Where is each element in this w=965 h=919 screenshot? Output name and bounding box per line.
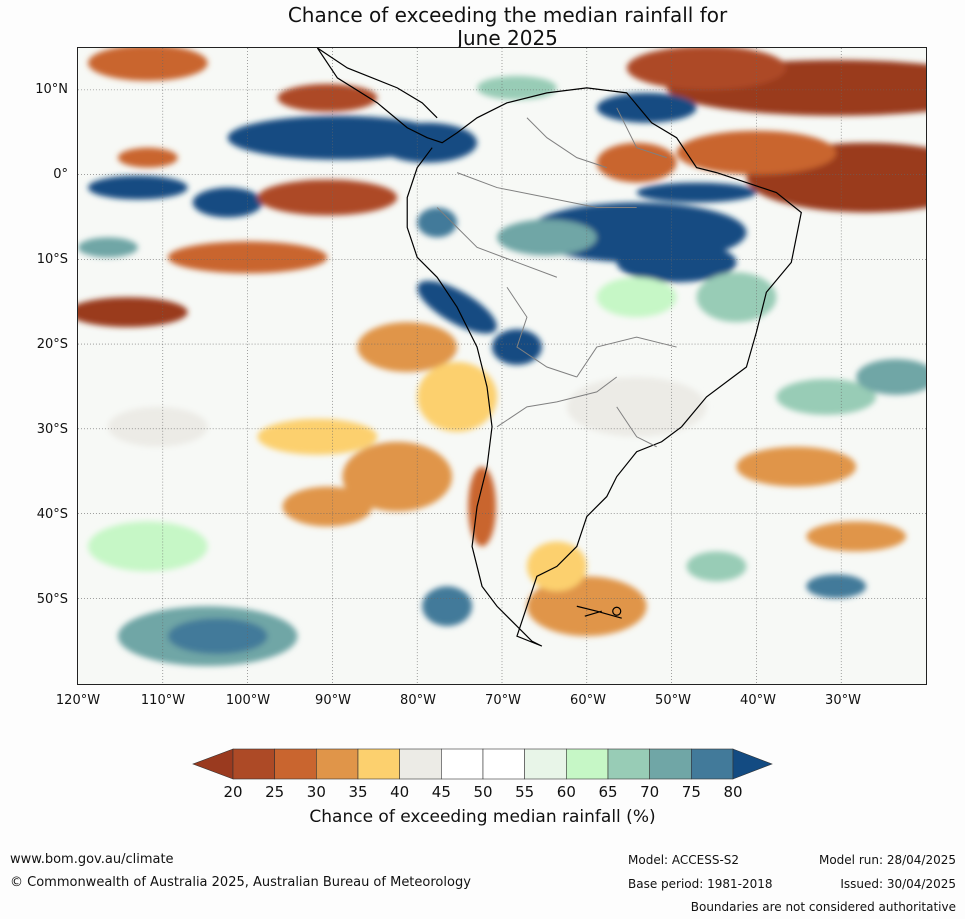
colorbar-segment (274, 748, 317, 780)
lat-label-0: 0° (53, 167, 68, 182)
colorbar-segment (649, 748, 692, 780)
lon-label-110w: 110°W (140, 693, 186, 708)
colorbar-tick-label: 80 (723, 783, 743, 801)
colorbar-tick-label: 35 (348, 783, 368, 801)
model-run-text: Model run: 28/04/2025 (818, 853, 956, 867)
lon-label-70w: 70°W (485, 693, 521, 708)
colorbar-tick-label: 55 (515, 783, 535, 801)
model-text: Model: ACCESS-S2 (628, 853, 740, 867)
colorbar-tick-label: 45 (431, 783, 451, 801)
country-borders (436, 107, 677, 448)
base-period-text: Base period: 1981-2018 (628, 877, 773, 891)
coastlines (316, 48, 802, 647)
lon-label-30w: 30°W (825, 693, 861, 708)
colorbar-segment (482, 748, 525, 780)
colorbar-tick-label: 50 (473, 783, 493, 801)
copyright-text: © Commonwealth of Australia 2025, Austra… (10, 875, 471, 890)
title-line-1: Chance of exceeding the median rainfall … (287, 3, 728, 27)
colorbar-segment (316, 748, 359, 780)
colorbar-segment (357, 748, 400, 780)
colorbar-tick-label: 40 (390, 783, 410, 801)
colorbar-extend-high (732, 748, 773, 780)
lon-label-90w: 90°W (315, 693, 351, 708)
issued-text: Issued: 30/04/2025 (840, 877, 956, 891)
colorbar-segment (232, 748, 275, 780)
lon-label-120w: 120°W (55, 693, 101, 708)
lon-label-40w: 40°W (740, 693, 776, 708)
lat-label-40s: 40°S (36, 507, 68, 522)
lat-label-20s: 20°S (36, 337, 68, 352)
lon-label-100w: 100°W (225, 693, 271, 708)
lon-label-50w: 50°W (655, 693, 691, 708)
colorbar-title: Chance of exceeding median rainfall (%) (309, 807, 656, 827)
colorbar-segment (441, 748, 484, 780)
colorbar-segment (607, 748, 650, 780)
website-text: www.bom.gov.au/climate (10, 852, 174, 867)
rainfall-anomaly-field (78, 48, 926, 667)
colorbar-tick-label: 65 (598, 783, 618, 801)
colorbar-segment (399, 748, 442, 780)
lat-label-10n: 10°N (35, 82, 68, 97)
colorbar-segment (524, 748, 567, 780)
rainfall-map (77, 47, 927, 685)
graticule (78, 48, 926, 684)
colorbar-tick-label: 75 (681, 783, 701, 801)
disclaimer-text: Boundaries are not considered authoritat… (690, 900, 956, 914)
colorbar-extend-low (192, 748, 234, 780)
title-line-2: June 2025 (457, 26, 558, 50)
colorbar-segment (691, 748, 734, 780)
colorbar-tick-label: 25 (265, 783, 285, 801)
lat-label-10s: 10°S (36, 252, 68, 267)
colorbar-tick-label: 70 (640, 783, 660, 801)
colorbar-tick-label: 20 (223, 783, 243, 801)
lat-label-50s: 50°S (36, 592, 68, 607)
colorbar-tick-label: 30 (306, 783, 326, 801)
lat-label-30s: 30°S (36, 422, 68, 437)
map-title: Chance of exceeding the median rainfall … (0, 4, 965, 50)
colorbar-segment (566, 748, 609, 780)
lon-label-80w: 80°W (400, 693, 436, 708)
lon-label-60w: 60°W (570, 693, 606, 708)
colorbar (192, 748, 773, 780)
colorbar-tick-label: 60 (556, 783, 576, 801)
